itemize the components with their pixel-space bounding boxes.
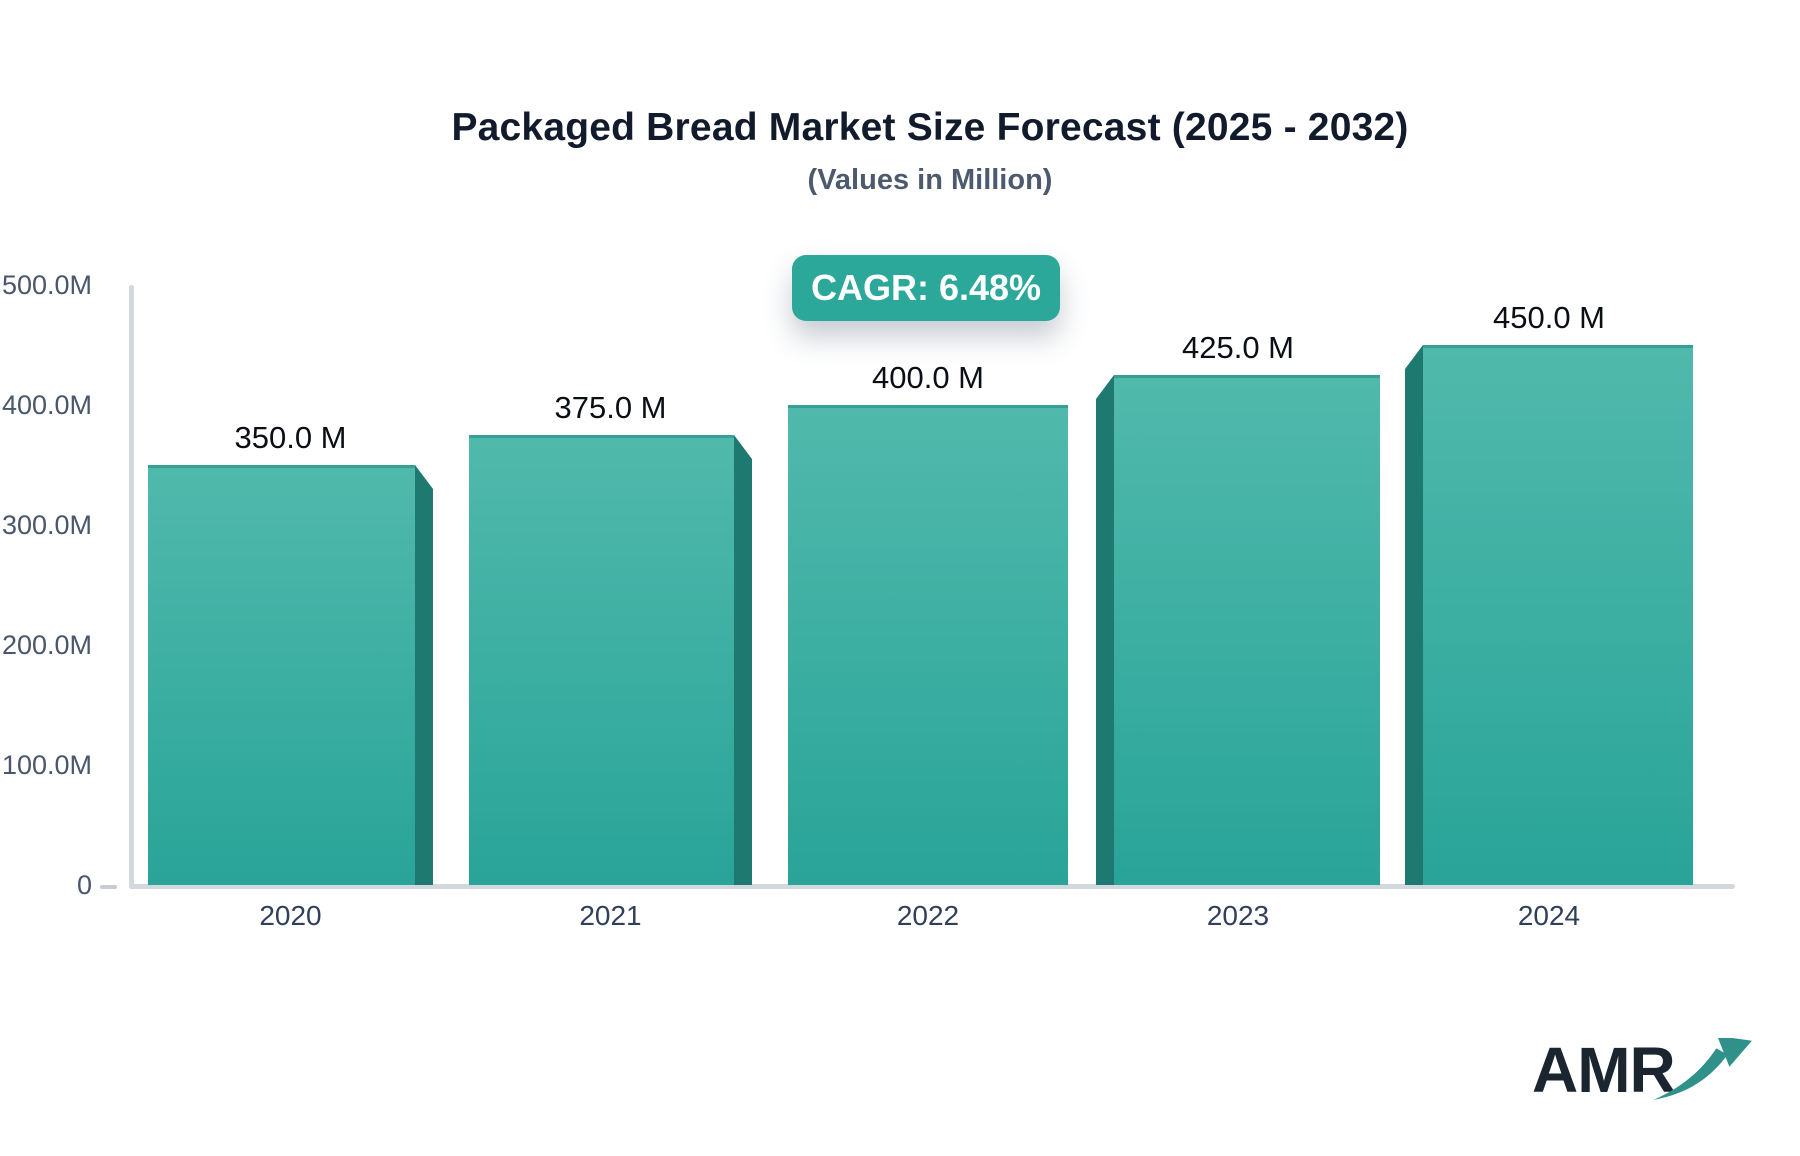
trend-up-arrow-icon (1653, 1038, 1752, 1100)
chart-title: Packaged Bread Market Size Forecast (202… (451, 106, 1409, 149)
bar-2021: 375.0 M 2021 (469, 390, 752, 931)
y-axis-line (129, 285, 134, 889)
bar-side-shade (1096, 375, 1114, 885)
bar-2020: 350.0 M 2020 (148, 420, 433, 931)
bar (788, 405, 1068, 885)
x-axis-label: 2021 (579, 900, 642, 931)
amr-logo-text: AMR (1532, 1034, 1676, 1106)
bar (1114, 375, 1380, 885)
bar-side-shade (415, 465, 433, 885)
bar (1423, 345, 1693, 885)
cagr-badge: CAGR: 6.48% (792, 255, 1060, 321)
y-tick-label: 300.0M (1, 510, 92, 540)
bar-value-label: 350.0 M (234, 420, 347, 455)
x-axis-label: 2023 (1206, 900, 1270, 931)
x-axis-label: 2020 (259, 900, 322, 931)
bar-side-shade (734, 435, 752, 885)
x-axis-line (129, 884, 1735, 889)
bar-side-shade (1405, 345, 1423, 885)
bar-2022: 400.0 M 2022 (788, 360, 1068, 931)
bar-value-label: 450.0 M (1492, 300, 1605, 335)
x-axis-label: 2024 (1517, 900, 1581, 931)
bar (469, 435, 734, 885)
bar-2023: 425.0 M 2023 (1096, 330, 1380, 931)
chart-header: Packaged Bread Market Size Forecast (202… (130, 0, 1730, 197)
y-tick-label: 500.0M (1, 270, 92, 300)
x-axis-label: 2022 (896, 900, 960, 931)
zero-tick-mark (100, 885, 117, 889)
y-tick-label: 200.0M (1, 630, 92, 660)
bar (148, 465, 415, 885)
chart-subtitle: (Values in Million) (807, 164, 1053, 196)
bar-value-label: 375.0 M (554, 390, 667, 425)
bar-value-label: 425.0 M (1181, 330, 1294, 365)
bar-value-label: 400.0 M (871, 360, 984, 395)
bar-2024: 450.0 M 2024 (1405, 300, 1693, 931)
y-tick-label: 400.0M (1, 390, 92, 420)
y-tick-label: 0 (76, 870, 92, 900)
amr-logo: AMR (1532, 1038, 1762, 1118)
y-tick-label: 100.0M (1, 750, 92, 780)
